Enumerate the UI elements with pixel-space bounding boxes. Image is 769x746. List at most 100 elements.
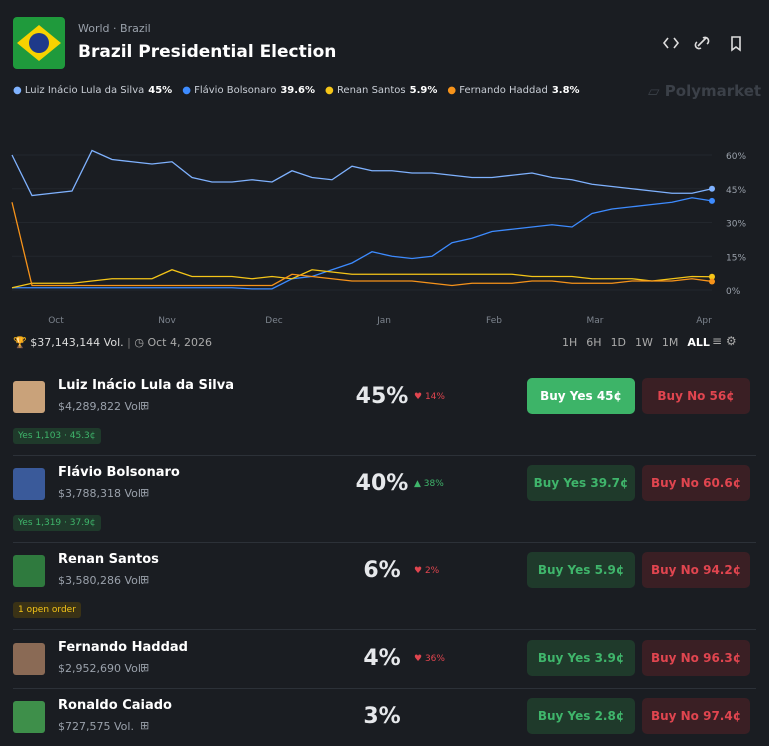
bookmark-icon[interactable] xyxy=(731,36,741,52)
buy-yes[interactable]: Buy Yes 3.9¢ xyxy=(527,640,635,676)
legend-name: Fernando Haddad xyxy=(459,85,548,96)
outcome-volume: $3,580,286 Vol. xyxy=(58,574,145,587)
avatar xyxy=(13,643,45,675)
series-line xyxy=(11,149,713,197)
link-icon[interactable] xyxy=(694,36,710,50)
buy-no[interactable]: Buy No 97.4¢ xyxy=(642,698,750,734)
change: ▲ 38% xyxy=(414,479,444,489)
legend-dot: ● xyxy=(447,85,460,96)
legend-name: Luiz Inácio Lula da Silva xyxy=(24,85,145,96)
brand: ▱ Polymarket xyxy=(648,82,762,100)
change-arrow: ♥ xyxy=(414,566,425,576)
separator xyxy=(13,688,756,689)
change: ♥ 2% xyxy=(414,566,439,576)
avatar xyxy=(13,555,45,587)
legend-dot: ● xyxy=(325,85,337,96)
outcome-percent: 6% xyxy=(363,558,401,583)
legend-dot: ● xyxy=(13,85,25,96)
y-tick-label: 15% xyxy=(726,253,746,263)
change-value: 36% xyxy=(424,654,445,664)
outcome-percent: 45% xyxy=(355,384,409,409)
legend-item: ● Luiz Inácio Lula da Silva 45% xyxy=(13,85,172,96)
end-dot xyxy=(709,278,715,285)
badge: Yes 1,319 · 37.9¢ xyxy=(13,515,101,531)
separator xyxy=(13,542,756,543)
y-tick-label: 60% xyxy=(726,152,746,162)
change-arrow: ♥ xyxy=(414,392,425,402)
separator xyxy=(13,629,756,630)
buy-yes[interactable]: Buy Yes 45¢ xyxy=(527,378,635,414)
change: ♥ 36% xyxy=(414,654,445,664)
outcome-percent: 3% xyxy=(363,704,401,729)
gift-icon: ⊞ xyxy=(140,661,150,674)
outcome-percent: 4% xyxy=(363,646,401,671)
legend-value: 45% xyxy=(148,85,173,96)
outcome-name: Flávio Bolsonaro xyxy=(58,465,180,480)
y-tick-label: 30% xyxy=(726,220,746,230)
x-tick-label: Apr xyxy=(696,316,712,326)
legend: ● Luiz Inácio Lula da Silva 45% ● Flávio B… xyxy=(13,85,580,96)
gift-icon: ⊞ xyxy=(140,719,150,732)
gift-icon: ⊞ xyxy=(140,486,150,499)
range-button[interactable]: 1M xyxy=(661,336,679,349)
end-dot xyxy=(709,197,715,204)
outcome-name: Ronaldo Caiado xyxy=(58,698,172,713)
buy-no[interactable]: Buy No 94.2¢ xyxy=(642,552,750,588)
brand-text: Polymarket xyxy=(664,82,762,100)
flag xyxy=(13,17,65,69)
change-arrow: ▲ xyxy=(414,479,424,489)
legend-item: ● Renan Santos 5.9% xyxy=(325,85,437,96)
crumb[interactable]: World xyxy=(78,22,110,35)
outcome-name: Luiz Inácio Lula da Silva xyxy=(58,378,234,393)
end-dot xyxy=(709,185,715,192)
gift-icon: ⊞ xyxy=(140,573,150,586)
title: Brazil Presidential Election xyxy=(78,42,337,62)
x-tick-label: Jan xyxy=(376,316,391,326)
buy-yes[interactable]: Buy Yes 2.8¢ xyxy=(527,698,635,734)
volume-text: $37,143,144 Vol. xyxy=(30,336,124,349)
x-tick-label: Feb xyxy=(486,316,502,326)
change-value: 14% xyxy=(424,392,445,402)
icons xyxy=(662,36,741,52)
badge: Yes 1,103 · 45.3¢ xyxy=(13,428,101,444)
range-button[interactable]: ALL xyxy=(687,336,710,349)
legend-name: Flávio Bolsonaro xyxy=(194,85,277,96)
chart: 60% 45% 30% 15% 0% Oct Nov Dec Jan Feb Mar Apr xyxy=(11,149,746,326)
buy-no[interactable]: Buy No 96.3¢ xyxy=(642,640,750,676)
range-button[interactable]: 1D xyxy=(610,336,627,349)
range-button[interactable]: 6H xyxy=(586,336,602,349)
buy-yes[interactable]: Buy Yes 5.9¢ xyxy=(527,552,635,588)
gift-icon: ⊞ xyxy=(140,399,150,412)
change-value: 2% xyxy=(424,566,440,576)
badge: 1 open order xyxy=(13,602,81,618)
x-tick-label: Dec xyxy=(265,316,282,326)
outcome-volume: $4,289,822 Vol. xyxy=(58,400,145,413)
buy-no[interactable]: Buy No 56¢ xyxy=(642,378,750,414)
outcome-volume: $727,575 Vol. xyxy=(58,720,134,733)
y-tick-label: 45% xyxy=(726,186,746,196)
x-tick-label: Nov xyxy=(158,316,176,326)
avatar xyxy=(13,468,45,500)
series-line xyxy=(12,197,713,290)
crumb[interactable]: Brazil xyxy=(120,22,151,35)
end-dot xyxy=(709,273,715,280)
outcome-name: Fernando Haddad xyxy=(58,640,188,655)
buy-no[interactable]: Buy No 60.6¢ xyxy=(642,465,750,501)
outcome-percent: 40% xyxy=(355,471,409,496)
buy-yes[interactable]: Buy Yes 39.7¢ xyxy=(527,465,635,501)
range-button[interactable]: 1W xyxy=(635,336,653,349)
breadcrumb: World · Brazil xyxy=(78,22,151,35)
legend-value: 3.8% xyxy=(551,85,580,96)
ranges: 1H 6H 1D 1W 1M ALL xyxy=(562,336,710,349)
avatar xyxy=(13,381,45,413)
x-tick-label: Oct xyxy=(48,316,64,326)
volume: 🏆 $37,143,144 Vol. | ◷ Oct 4, 2026 xyxy=(13,336,212,349)
settings[interactable]: ≡ ⚙ xyxy=(712,334,737,348)
range-button[interactable]: 1H xyxy=(562,336,578,349)
date: Oct 4, 2026 xyxy=(147,336,212,349)
outcome-name: Renan Santos xyxy=(58,552,159,567)
legend-item: ● Flávio Bolsonaro 39.6% xyxy=(182,85,315,96)
change-value: 38% xyxy=(423,479,444,489)
embed-icon[interactable] xyxy=(662,37,680,49)
